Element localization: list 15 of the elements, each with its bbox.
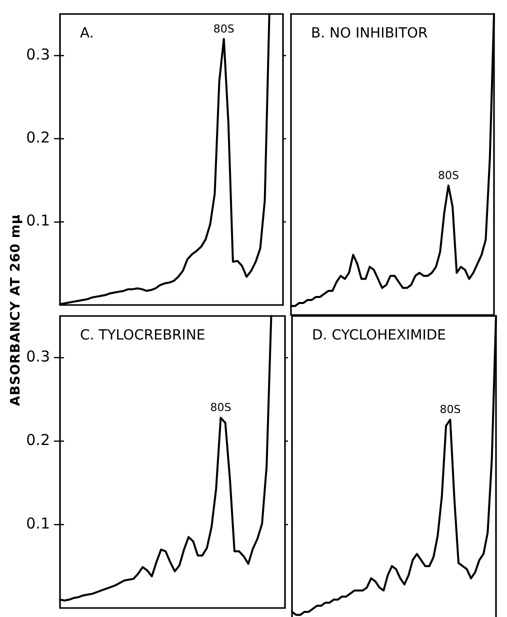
y-tick-label: 0.1 [26,212,50,230]
y-tick-label: 0.3 [26,348,50,366]
annotation: 80S [438,168,459,182]
y-tick-label: 0.3 [26,45,50,64]
annotation: 80S [210,401,232,414]
text: D. CYCLOHEXIMIDE [312,328,446,344]
y-tick-label: 0.2 [26,128,50,147]
text: C. TYLOCREBRINE [80,328,206,344]
text: B. NO INHIBITOR [311,26,428,42]
text: A. [80,26,94,42]
annotation: 80S [440,403,461,416]
y-tick-label: 0.1 [26,514,50,532]
y-axis-title: ABSORBANCY AT 260 mμ [8,214,24,406]
y-tick-label: 0.2 [26,431,50,450]
annotation: 80S [213,22,234,36]
